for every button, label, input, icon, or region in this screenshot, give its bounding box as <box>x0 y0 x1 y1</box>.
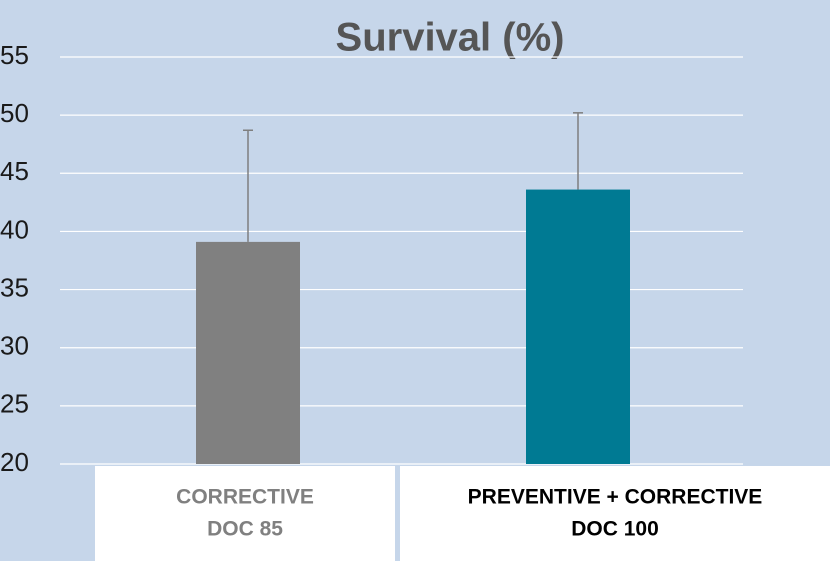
x-tick-label: DOC 100 <box>571 518 659 541</box>
bar <box>196 241 300 464</box>
label-box <box>95 466 395 561</box>
y-tick-label: 55 <box>0 40 29 70</box>
label-box <box>400 466 830 561</box>
x-tick-label: CORRECTIVE <box>176 486 314 509</box>
y-tick-label: 30 <box>0 331 29 361</box>
bar <box>526 189 630 464</box>
y-tick-label: 45 <box>0 156 29 186</box>
x-tick-label: PREVENTIVE + CORRECTIVE <box>468 486 763 509</box>
y-tick-label: 25 <box>0 389 29 419</box>
y-tick-label: 20 <box>0 447 29 477</box>
y-tick-label: 35 <box>0 272 29 302</box>
chart-title: Survival (%) <box>336 16 565 60</box>
x-tick-label: DOC 85 <box>207 518 283 541</box>
y-tick-label: 40 <box>0 214 29 244</box>
y-tick-label: 50 <box>0 98 29 128</box>
